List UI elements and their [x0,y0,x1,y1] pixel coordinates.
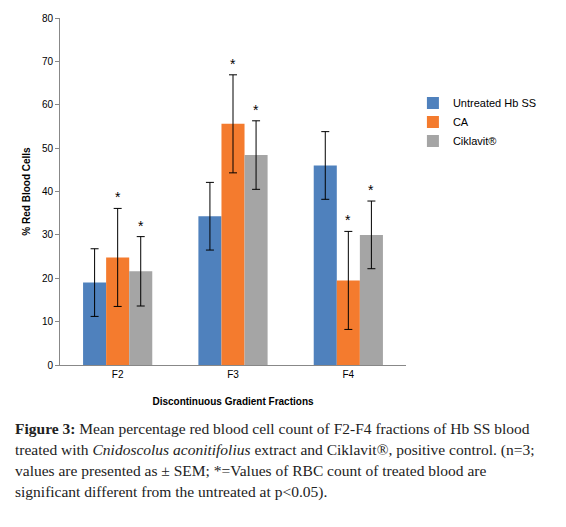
svg-text:*: * [345,212,351,228]
svg-text:30: 30 [42,229,54,240]
svg-text:F2: F2 [112,369,124,380]
svg-text:70: 70 [42,56,54,67]
svg-text:50: 50 [42,143,54,154]
svg-text:Discontinuous Gradient Fractio: Discontinuous Gradient Fractions [152,396,314,407]
svg-text:*: * [253,102,259,118]
svg-text:F4: F4 [342,369,354,380]
svg-text:60: 60 [42,99,54,110]
svg-text:0: 0 [47,360,53,371]
svg-text:F3: F3 [227,369,239,380]
svg-text:Ciklavit®: Ciklavit® [453,135,497,147]
svg-text:20: 20 [42,273,54,284]
svg-text:*: * [368,182,374,198]
svg-text:*: * [230,56,236,72]
svg-text:CA: CA [453,116,469,128]
svg-text:Untreated Hb SS: Untreated Hb SS [453,97,536,109]
svg-text:40: 40 [42,186,54,197]
svg-text:80: 80 [42,13,54,24]
svg-text:*: * [115,189,121,205]
html-text:Figure 3: Mean percentage red: Figure 3: Mean percentage red blood cell… [15,420,535,500]
svg-text:% Red Blood Cells: % Red Blood Cells [21,147,32,236]
svg-text:*: * [138,218,144,234]
svg-text:10: 10 [42,316,54,327]
